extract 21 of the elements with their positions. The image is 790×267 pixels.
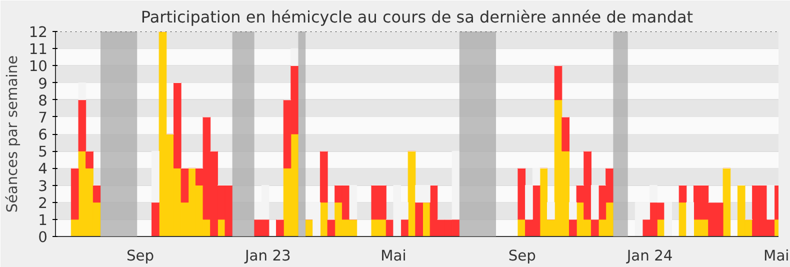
x-tick-label: Jan 23 (244, 248, 291, 264)
x-tick-label: Mai (764, 248, 790, 264)
x-tick-label: Sep (126, 248, 154, 264)
y-tick-label: 12 (28, 24, 48, 41)
y-tick-label: 3 (38, 178, 48, 195)
y-tick-label: 6 (38, 126, 48, 144)
y-tick-label: 1 (38, 212, 48, 229)
y-tick-label: 8 (38, 92, 48, 110)
x-tick-label: Sep (508, 248, 536, 264)
y-tick-label: 2 (38, 194, 48, 212)
y-tick-label: 11 (28, 41, 48, 58)
y-tick-label: 10 (28, 58, 48, 76)
x-tick-label: Jan 24 (626, 248, 673, 264)
y-tick-label: 7 (38, 109, 48, 126)
chart-title: Participation en hémicycle au cours de sa dernière année de mandat (140, 8, 694, 26)
y-tick-label: 4 (38, 160, 48, 178)
y-axis-title: Séances par semaine (4, 55, 21, 213)
x-tick-label: Mai (380, 248, 406, 264)
y-tick-label: 0 (38, 229, 48, 246)
y-tick-label: 9 (38, 75, 48, 92)
y-tick-label: 5 (38, 144, 48, 161)
